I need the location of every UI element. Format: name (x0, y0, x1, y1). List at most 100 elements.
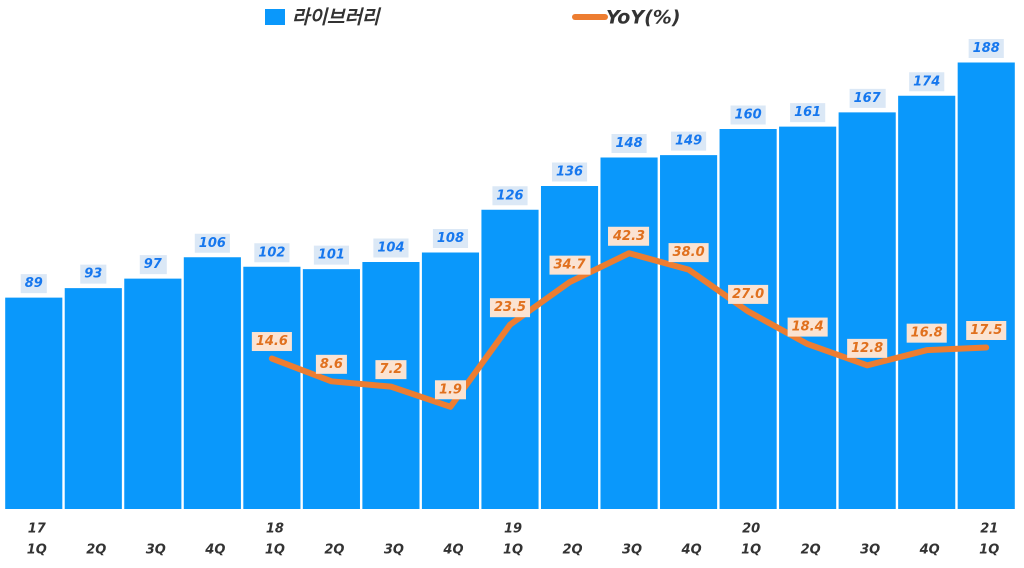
data-label: 1.9 (439, 382, 462, 397)
label-box (315, 354, 347, 374)
x-tick-label: 18 (266, 522, 284, 537)
label-box (611, 134, 647, 153)
data-label: 102 (258, 245, 285, 260)
label-box (968, 39, 1004, 58)
label-box (608, 226, 650, 246)
data-label: 136 (556, 165, 583, 180)
data-label: 148 (615, 136, 642, 151)
bar (957, 62, 1015, 509)
label-box (489, 298, 531, 318)
label-box (787, 317, 828, 337)
x-tick-label: 1Q (741, 543, 761, 558)
legend: 라이브러리 YoY(%) (265, 7, 681, 29)
label-box (730, 105, 766, 125)
data-label: 7.2 (379, 362, 402, 377)
x-tick-label: 17 (28, 522, 47, 537)
bar (64, 288, 122, 509)
label-box (373, 238, 409, 258)
data-label: 34.7 (553, 258, 586, 273)
x-tick-label: 4Q (442, 543, 463, 558)
bar (243, 266, 301, 509)
data-label: 97 (144, 257, 163, 272)
label-box (139, 255, 167, 275)
bar (481, 209, 539, 509)
bar (660, 155, 718, 509)
label-box (906, 323, 947, 343)
bar (838, 112, 896, 509)
label-box (849, 88, 886, 108)
legend-label: 라이브러리 (292, 7, 382, 29)
x-tick-label: 1Q (265, 543, 285, 558)
label-box (847, 338, 888, 358)
bar (600, 157, 658, 509)
x-tick-label: 1Q (503, 543, 523, 558)
label-box (551, 162, 588, 182)
x-tick-label: 20 (742, 522, 760, 537)
label-box (80, 264, 107, 284)
label-box (492, 186, 528, 206)
label-box (966, 321, 1007, 340)
data-label: 167 (854, 91, 882, 106)
x-tick-label: 21 (980, 522, 998, 537)
data-label: 104 (377, 241, 404, 256)
x-tick-label: 3Q (146, 543, 166, 558)
data-label: 161 (794, 105, 821, 120)
legend-label: YoY(%) (606, 7, 681, 29)
label-box (194, 233, 230, 253)
x-tick-label: 3Q (384, 543, 404, 558)
label-box (668, 243, 709, 263)
x-tick-label: 2Q (562, 543, 582, 558)
label-box (432, 229, 469, 248)
label-box (790, 103, 826, 123)
x-tick-label: 1Q (27, 543, 47, 558)
x-tick-label: 2Q (86, 543, 106, 558)
data-label: 23.5 (494, 300, 526, 315)
bar (540, 186, 599, 509)
data-label: 8.6 (320, 357, 343, 372)
x-tick-label: 1Q (979, 543, 999, 558)
data-label: 16.8 (911, 326, 943, 341)
data-label: 38.0 (673, 245, 705, 260)
label-box (909, 72, 945, 92)
bar (183, 257, 241, 509)
data-label: 93 (84, 267, 102, 282)
label-box (254, 243, 290, 263)
bar (124, 278, 182, 509)
x-tick-label: 2Q (324, 543, 344, 558)
data-label: 106 (199, 236, 226, 251)
label-box (313, 245, 349, 265)
bar (898, 95, 956, 509)
data-label: 149 (675, 134, 702, 149)
data-label: 126 (496, 188, 523, 203)
data-label: 188 (973, 41, 1000, 56)
label-box (549, 255, 591, 275)
data-label: 160 (735, 108, 762, 123)
data-label: 12.8 (851, 341, 883, 356)
data-label: 14.6 (256, 334, 288, 349)
bar (302, 269, 360, 509)
x-tick-label: 4Q (919, 543, 940, 558)
data-label: 89 (25, 276, 43, 291)
x-tick-label: 4Q (681, 543, 702, 558)
label-box (375, 360, 407, 380)
x-tick-label: 4Q (204, 543, 225, 558)
data-label: 18.4 (792, 320, 824, 335)
data-label: 174 (913, 74, 940, 89)
x-tick-label: 2Q (801, 543, 821, 558)
legend-swatch (265, 9, 285, 25)
label-box (434, 380, 466, 400)
data-label: 42.3 (612, 229, 645, 244)
data-label: 17.5 (970, 323, 1002, 338)
label-box (671, 131, 707, 151)
data-label: 27.0 (732, 287, 764, 302)
label-box (20, 274, 47, 294)
data-label: 108 (437, 231, 464, 246)
label-box (728, 284, 769, 304)
data-label: 101 (318, 248, 345, 263)
bar (5, 297, 63, 509)
x-tick-label: 3Q (860, 543, 880, 558)
label-box (251, 332, 292, 352)
x-tick-label: 3Q (622, 543, 642, 558)
x-tick-label: 19 (504, 522, 522, 537)
